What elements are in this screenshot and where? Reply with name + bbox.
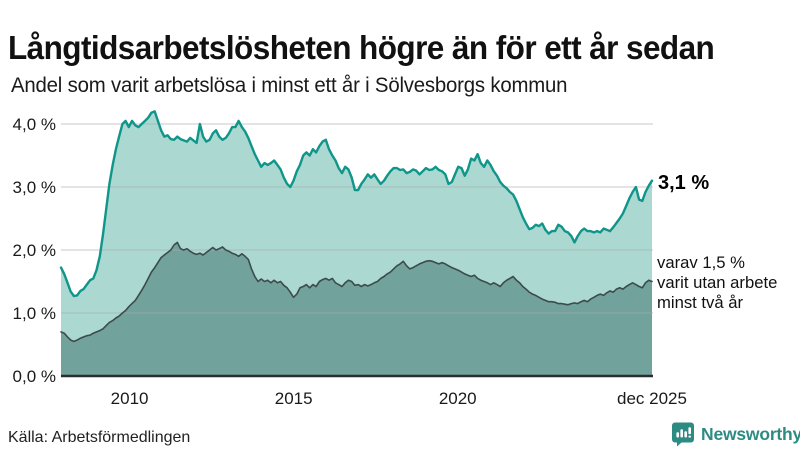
x-tick-label: 2015	[275, 389, 313, 408]
newsworthy-logo[interactable]: Newsworthy	[671, 421, 800, 447]
y-tick-label: 3,0 %	[13, 178, 56, 197]
page-title: Långtidsarbetslösheten högre än för ett …	[8, 29, 715, 67]
y-tick-label: 1,0 %	[13, 304, 56, 323]
chart-subtitle: Andel som varit arbetslösa i minst ett å…	[11, 74, 568, 98]
x-tick-label: 2020	[439, 389, 477, 408]
series-line-two-years	[60, 241, 653, 343]
x-tick-label: dec 2025	[617, 389, 687, 408]
latest-value-label: 3,1 %	[658, 172, 710, 194]
series-area-two-years	[61, 242, 652, 376]
newsworthy-icon	[672, 422, 694, 447]
two-year-note-label: varav 1,5 % varit utan arbete minst två …	[657, 253, 778, 312]
newsworthy-wordmark: Newsworthy	[701, 423, 800, 444]
source-attribution: Källa: Arbetsförmedlingen	[8, 429, 191, 446]
y-tick-label: 2,0 %	[13, 241, 56, 260]
series-line-one-year	[59, 110, 654, 298]
x-tick-label: 2010	[111, 389, 149, 408]
y-tick-label: 4,0 %	[13, 115, 56, 134]
y-tick-label: 0,0 %	[13, 367, 56, 386]
